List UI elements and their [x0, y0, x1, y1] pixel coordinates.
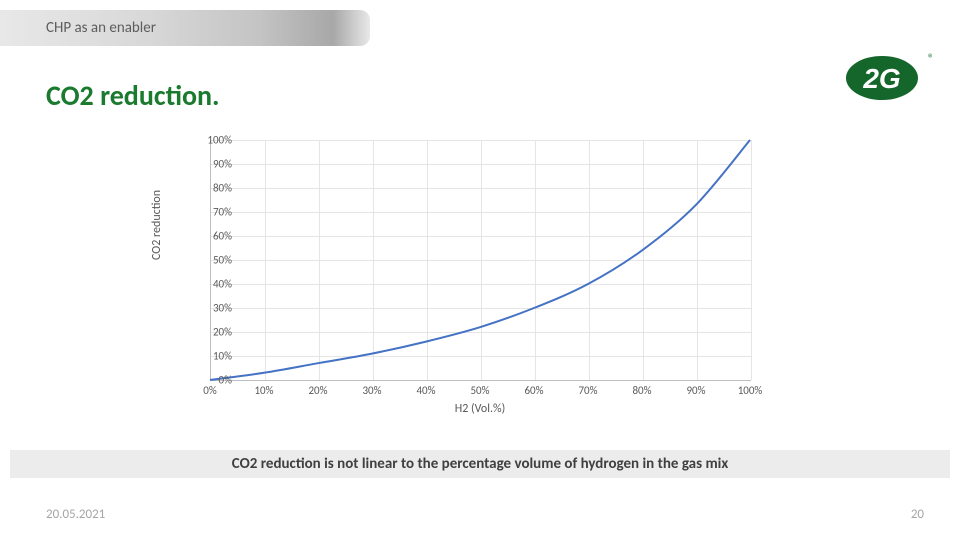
x-tick: 10%	[244, 384, 284, 397]
x-tick: 100%	[730, 384, 770, 397]
y-tick: 80%	[192, 182, 232, 195]
header-tab: CHP as an enabler	[0, 10, 370, 46]
x-tick: 80%	[622, 384, 662, 397]
registered-mark: ®	[928, 52, 934, 66]
footer-page: 20	[911, 507, 924, 522]
x-tick: 0%	[190, 384, 230, 397]
y-tick: 50%	[192, 254, 232, 267]
x-tick: 40%	[406, 384, 446, 397]
x-axis-label: H2 (Vol.%)	[210, 402, 750, 416]
y-tick: 30%	[192, 302, 232, 315]
footer-date: 20.05.2021	[46, 507, 105, 522]
y-tick: 60%	[192, 230, 232, 243]
x-tick: 70%	[568, 384, 608, 397]
y-axis-label: CO2 reduction	[150, 190, 164, 260]
x-tick: 50%	[460, 384, 500, 397]
caption-text: CO2 reduction is not linear to the perce…	[232, 455, 728, 473]
logo-text: 2G	[862, 63, 900, 94]
co2-reduction-chart: CO2 reduction H2 (Vol.%) 0% 10% 20% 30% 40% 5…	[140, 130, 780, 430]
page-title: CO2 reduction.	[46, 78, 220, 113]
brand-logo: 2G ®	[842, 48, 938, 102]
y-tick: 70%	[192, 206, 232, 219]
caption-bar: CO2 reduction is not linear to the perce…	[10, 450, 950, 478]
x-tick: 30%	[352, 384, 392, 397]
x-tick: 20%	[298, 384, 338, 397]
y-tick: 90%	[192, 158, 232, 171]
y-tick: 20%	[192, 326, 232, 339]
x-tick: 90%	[676, 384, 716, 397]
y-tick: 10%	[192, 350, 232, 363]
y-tick: 40%	[192, 278, 232, 291]
y-tick: 100%	[192, 134, 232, 147]
line-series	[210, 140, 750, 380]
header-tab-label: CHP as an enabler	[46, 19, 156, 37]
x-tick: 60%	[514, 384, 554, 397]
